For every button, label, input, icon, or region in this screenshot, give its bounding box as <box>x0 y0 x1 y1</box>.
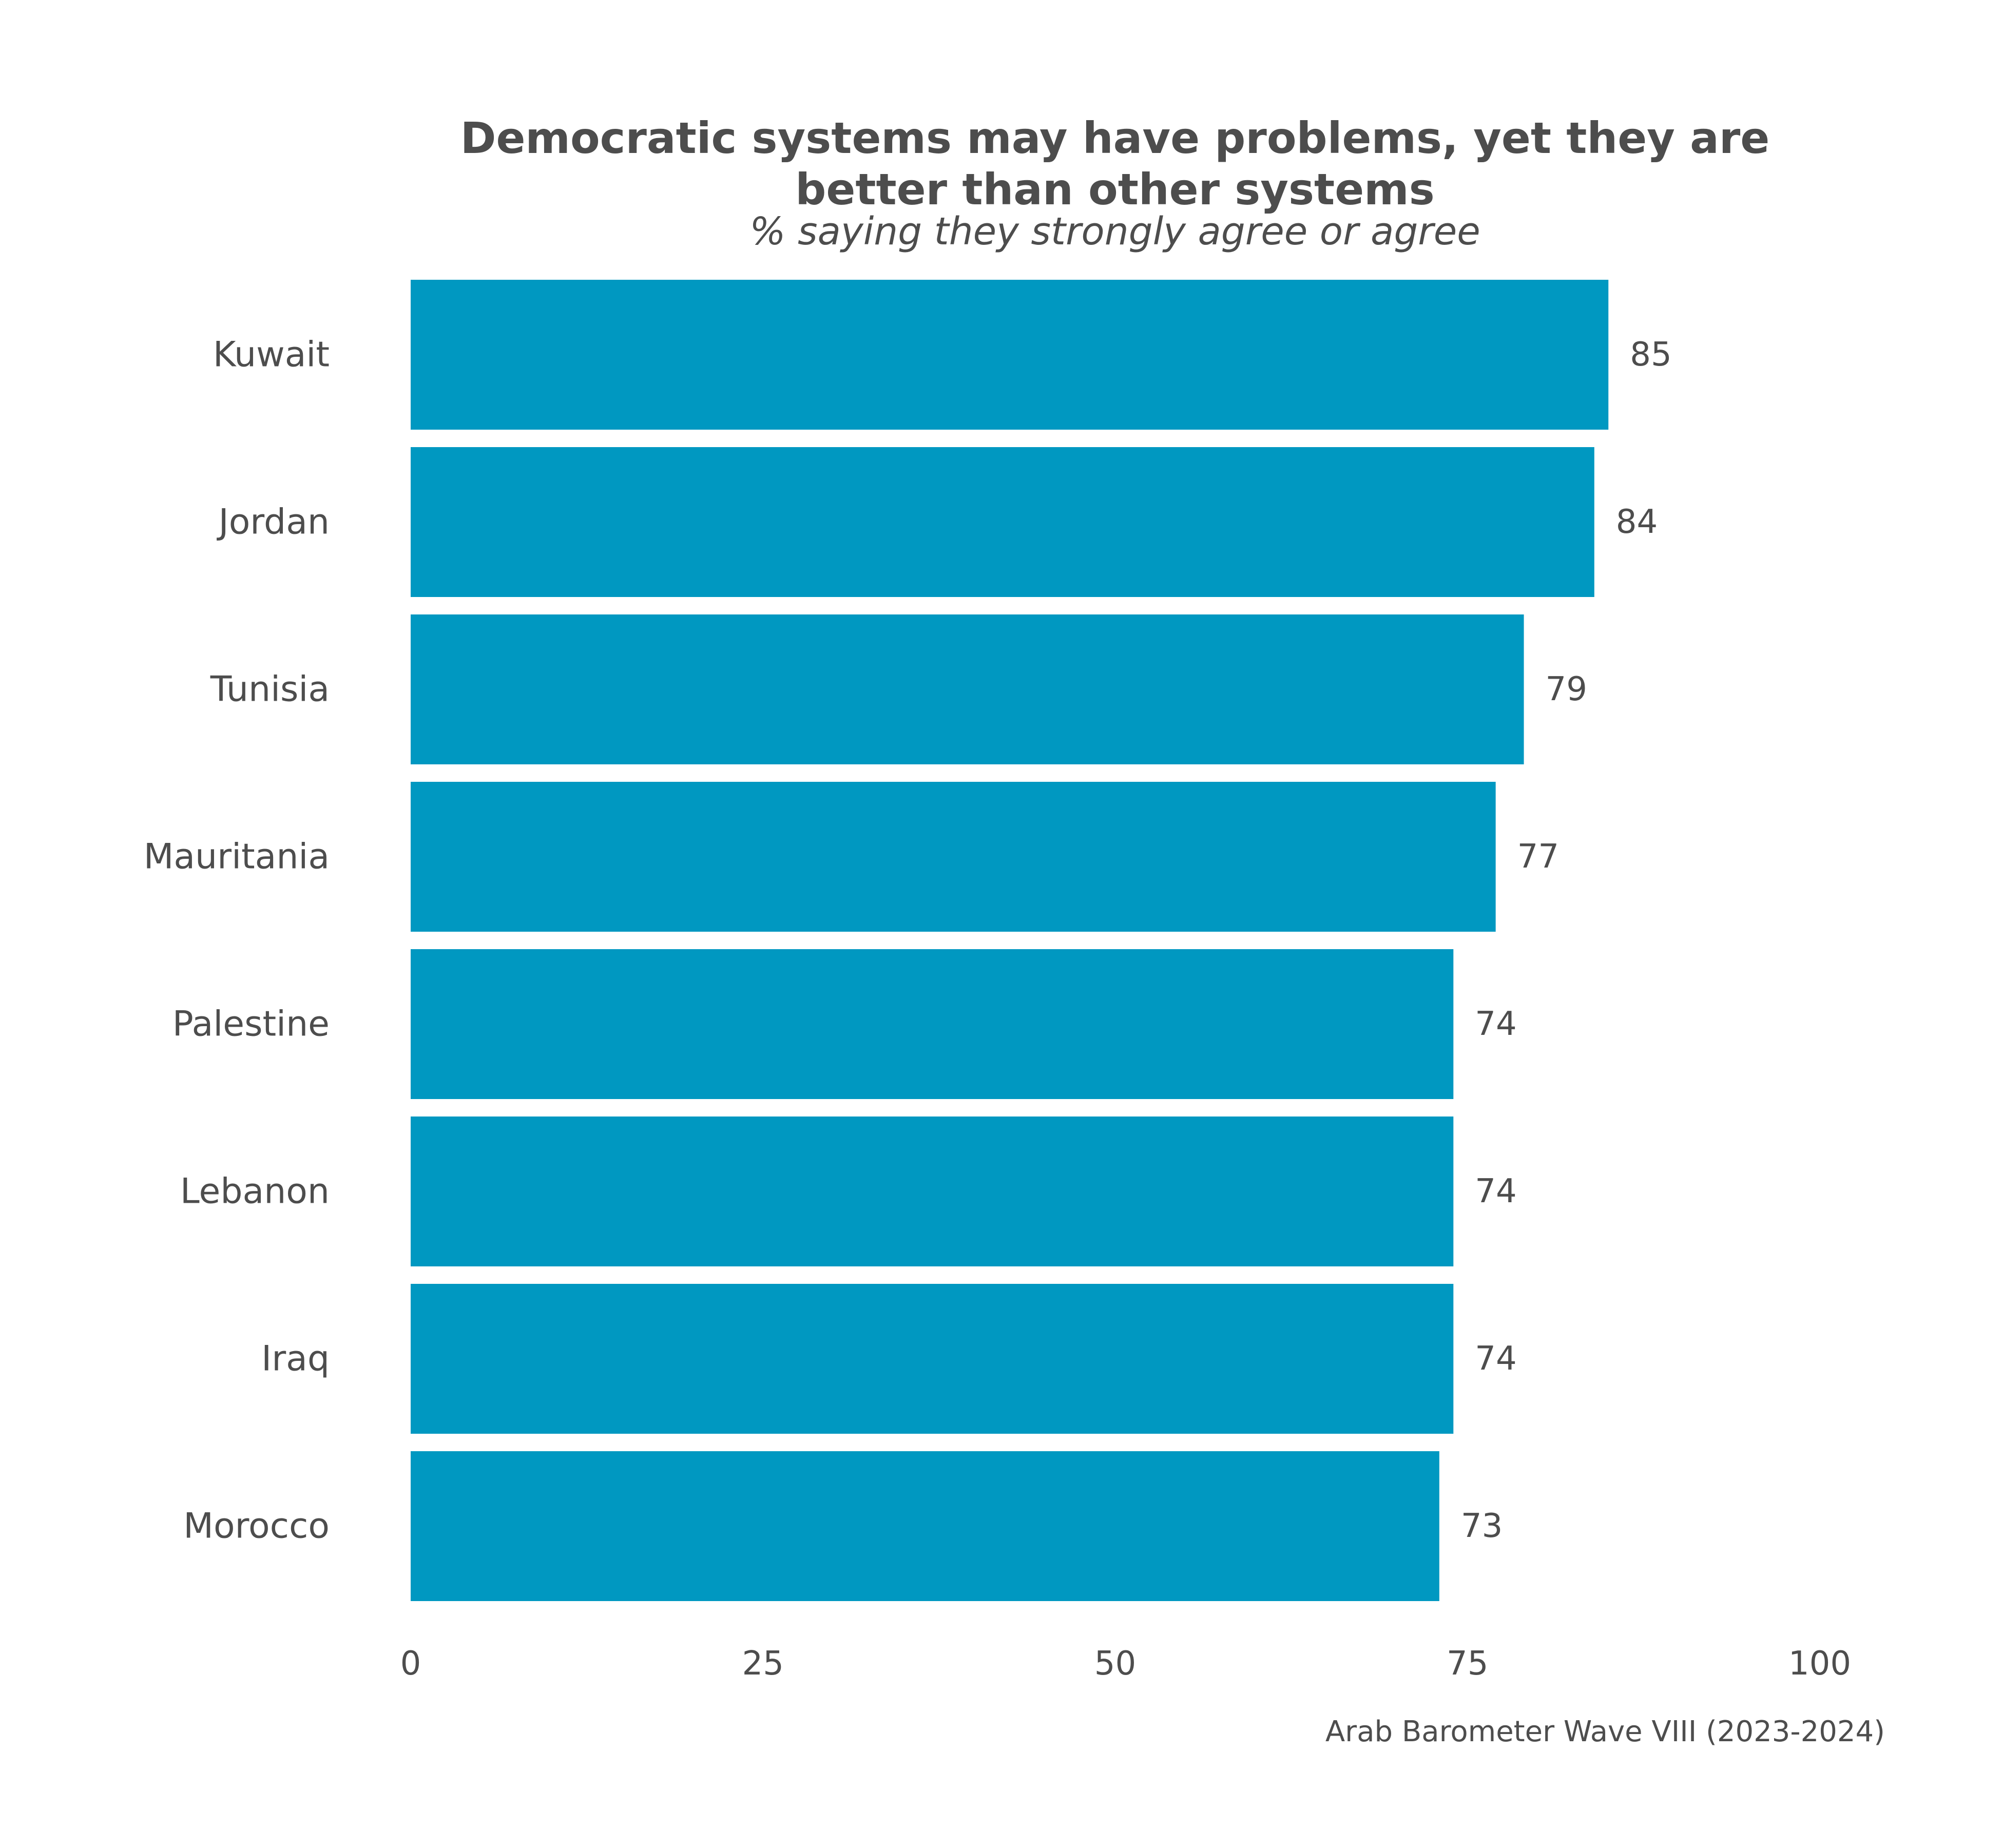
value-label: 85 <box>1630 336 1671 374</box>
x-tick-label: 50 <box>1094 1645 1136 1683</box>
category-label: Mauritania <box>144 837 330 877</box>
x-tick-label: 0 <box>400 1645 421 1683</box>
value-label: 74 <box>1475 1172 1516 1210</box>
bar-mauritania <box>411 782 1496 932</box>
category-label: Jordan <box>217 502 330 543</box>
category-label: Kuwait <box>213 335 330 375</box>
x-tick-label: 100 <box>1788 1645 1851 1683</box>
value-label: 79 <box>1546 670 1587 708</box>
bar-iraq <box>411 1284 1454 1434</box>
x-tick-label: 75 <box>1447 1645 1488 1683</box>
chart-title-line-2: better than other systems <box>795 164 1434 215</box>
value-label: 74 <box>1475 1340 1516 1378</box>
category-label: Lebanon <box>180 1171 330 1212</box>
bar-tunisia <box>411 614 1524 764</box>
chart-caption: Arab Barometer Wave VIII (2023-2024) <box>1325 1715 1885 1748</box>
value-label: 84 <box>1616 503 1658 541</box>
bar-kuwait <box>411 280 1609 430</box>
category-label: Palestine <box>172 1004 330 1045</box>
bar-palestine <box>411 949 1454 1099</box>
bar-morocco <box>411 1451 1439 1601</box>
chart-title-line-1: Democratic systems may have problems, ye… <box>460 113 1770 163</box>
bars-layer: Kuwait 85 Jordan 84 Tunisia 79 Mauritania 77 Pal… <box>144 280 1672 1601</box>
bar-lebanon <box>411 1116 1454 1266</box>
value-label: 74 <box>1475 1005 1516 1043</box>
value-label: 77 <box>1517 838 1559 876</box>
x-axis-ticks: 0 25 50 75 100 <box>400 1645 1851 1683</box>
category-label: Iraq <box>261 1339 330 1379</box>
bar-jordan <box>411 447 1594 597</box>
category-label: Tunisia <box>210 669 330 710</box>
x-tick-label: 25 <box>742 1645 784 1683</box>
category-label: Morocco <box>183 1506 330 1547</box>
value-label: 73 <box>1461 1507 1503 1545</box>
chart-subtitle: % saying they strongly agree or agree <box>749 209 1480 254</box>
